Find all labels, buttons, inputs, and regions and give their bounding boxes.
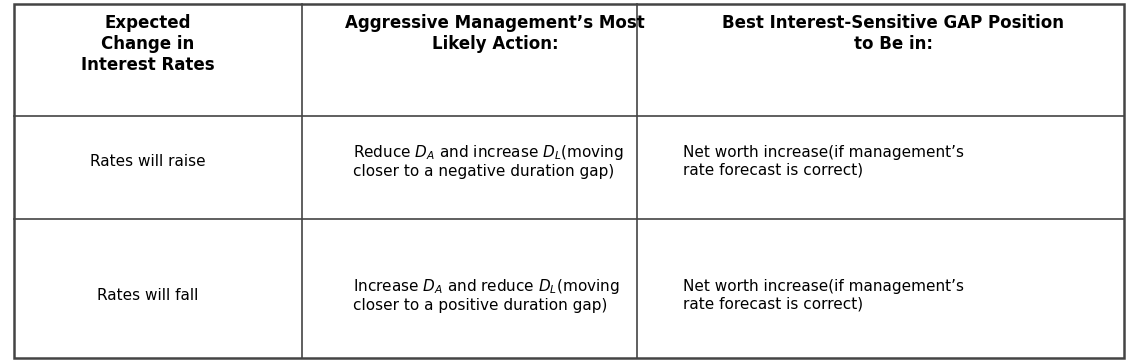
Text: Increase $D_A$ and reduce $D_L$(moving
closer to a positive duration gap): Increase $D_A$ and reduce $D_L$(moving c…: [353, 277, 619, 313]
Text: Reduce $D_A$ and increase $D_L$(moving
closer to a negative duration gap): Reduce $D_A$ and increase $D_L$(moving c…: [353, 143, 624, 179]
Text: Net worth increase(if management’s
rate forecast is correct): Net worth increase(if management’s rate …: [683, 279, 964, 311]
FancyBboxPatch shape: [14, 4, 1124, 358]
Text: Best Interest-Sensitive GAP Position
to Be in:: Best Interest-Sensitive GAP Position to …: [723, 14, 1064, 53]
Text: Aggressive Management’s Most
Likely Action:: Aggressive Management’s Most Likely Acti…: [345, 14, 645, 53]
Text: Expected
Change in
Interest Rates: Expected Change in Interest Rates: [81, 14, 215, 74]
Text: Rates will fall: Rates will fall: [97, 287, 199, 303]
Text: Net worth increase(if management’s
rate forecast is correct): Net worth increase(if management’s rate …: [683, 145, 964, 177]
Text: Rates will raise: Rates will raise: [90, 153, 206, 169]
